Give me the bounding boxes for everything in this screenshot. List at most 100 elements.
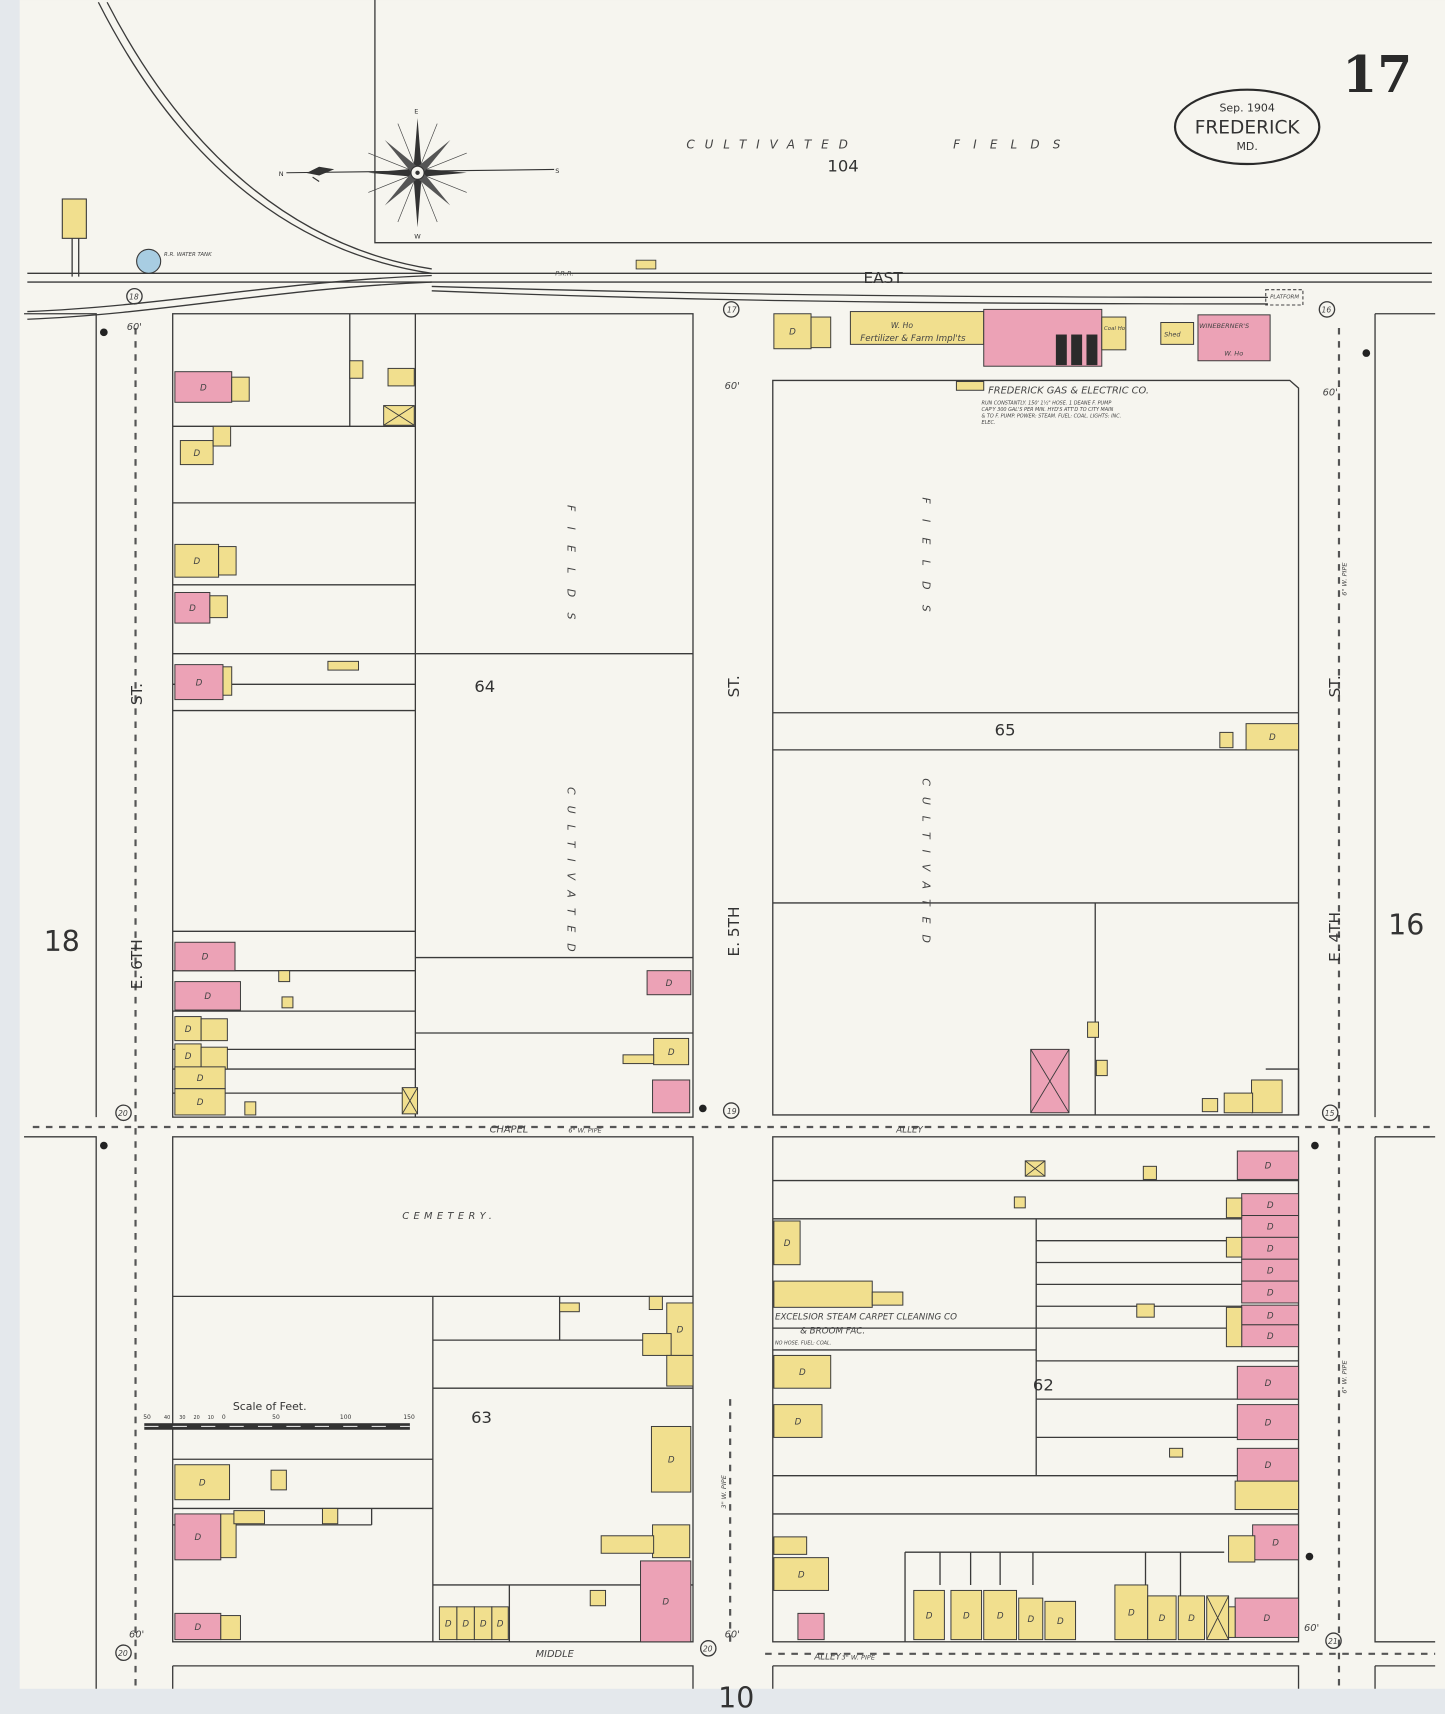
dwelling-label: D	[1267, 1245, 1274, 1255]
block-number-65: 65	[995, 721, 1016, 740]
building-frame	[244, 1101, 257, 1116]
wineberner-label: WINEBERNER'S	[1199, 322, 1249, 330]
scale-tick-label: 10	[208, 1415, 214, 1421]
dwelling-label: D	[1128, 1609, 1135, 1619]
building-frame	[387, 367, 415, 387]
width-label-3: 60'	[1323, 388, 1338, 399]
water-tank-label: R.R. WATER TANK	[164, 252, 212, 258]
block-104: CULTIVATED FIELDS 104	[374, 0, 1432, 244]
dwelling-label: D	[1267, 1311, 1274, 1321]
dwelling-label: D	[668, 1048, 675, 1058]
dwelling-label: D	[668, 1456, 675, 1466]
building-frame	[1201, 1098, 1219, 1113]
adjacent-sheet-south: 10	[718, 1681, 754, 1714]
building-brick	[646, 970, 692, 996]
dwelling-label: D	[195, 1623, 202, 1633]
cemetery-label: CEMETERY.	[402, 1211, 496, 1222]
building-brick	[174, 941, 236, 972]
scale-tick-label: 50	[272, 1414, 280, 1421]
building-frame	[1225, 1197, 1243, 1219]
building-frame	[653, 1037, 690, 1066]
pipe-label-4th: 6" W. PIPE	[1341, 562, 1349, 596]
building-frame	[1147, 1595, 1177, 1641]
building-frame	[1101, 316, 1127, 351]
street-alley-south: ALLEY	[813, 1652, 841, 1662]
building-frame	[491, 1606, 509, 1641]
building-frame	[200, 1046, 228, 1070]
dwelling-label: D	[662, 1598, 669, 1608]
building-frame	[849, 311, 985, 345]
fertilizer-label: Fertilizer & Farm Impl'ts	[860, 334, 966, 344]
street-e5th-st: ST.	[725, 675, 743, 697]
street-e4th-st: ST.	[1326, 675, 1344, 697]
block-64-outline	[172, 313, 694, 1118]
dwelling-label: D	[1265, 1379, 1272, 1389]
dwelling-label: D	[462, 1620, 469, 1630]
hydrant-19: 19	[727, 1107, 737, 1116]
compass-w: W	[414, 232, 421, 240]
hydrant-20a: 20	[118, 1109, 128, 1118]
hydrant-15: 15	[1325, 1109, 1335, 1118]
boiler-tank	[1055, 334, 1067, 366]
boiler-tank	[1086, 334, 1098, 366]
building-brick	[797, 1612, 825, 1641]
dwelling-label: D	[1188, 1614, 1195, 1624]
building-frame	[773, 1536, 808, 1555]
building-frame	[218, 546, 237, 576]
building-frame	[1136, 1303, 1155, 1318]
building-frame	[589, 1589, 607, 1607]
hydrant-markers: 18 17 16 20 19 15 20 20 21	[100, 287, 1371, 1662]
building-frame	[955, 381, 985, 391]
hydrant-21: 21	[1328, 1637, 1338, 1646]
dwelling-label: D	[1267, 1201, 1274, 1211]
building-brick	[174, 1513, 222, 1561]
building-frame	[1223, 1092, 1254, 1114]
building-frame	[773, 1404, 823, 1438]
dwelling-label: D	[185, 1025, 192, 1035]
building-frame	[1225, 1236, 1243, 1258]
building-frame	[1245, 723, 1300, 751]
width-label-4: 60'	[129, 1629, 144, 1640]
dwelling-label: D	[193, 449, 200, 459]
gas-company-note-2: CAP'Y 300 GAL'S PER MIN. HYD'S ATT'D TO …	[982, 407, 1114, 413]
dwelling-label: D	[1027, 1615, 1034, 1625]
dwelling-label: D	[926, 1611, 933, 1621]
adjacent-sheet-west: 18	[44, 925, 80, 958]
dwelling-label: D	[1267, 1266, 1274, 1276]
building-cross-mark	[401, 1087, 418, 1115]
dwelling-label: D	[204, 992, 211, 1002]
street-chapel: CHAPEL	[490, 1124, 529, 1135]
pipe-label-4th-south: 6" W. PIPE	[1341, 1359, 1349, 1393]
dwelling-label: D	[1269, 733, 1276, 743]
hydrant-20c: 20	[703, 1645, 713, 1654]
boiler-tank	[1071, 334, 1083, 366]
dwelling-label: D	[799, 1368, 806, 1378]
width-label-5: 60'	[725, 1629, 740, 1640]
building-frame	[983, 1589, 1018, 1641]
building-brick	[1236, 1447, 1300, 1482]
scale-title: Scale of Feet.	[233, 1400, 307, 1413]
building-cross-mark	[383, 405, 415, 426]
building-frame	[1018, 1597, 1044, 1641]
building-frame	[642, 1333, 672, 1356]
dwelling-label: D	[185, 1052, 192, 1062]
building-frame	[773, 313, 812, 350]
dwelling-label: D	[1265, 1162, 1272, 1172]
warehouse-label: W. Ho	[891, 321, 914, 330]
pipe-label-chapel: 6" W. PIPE	[568, 1126, 602, 1134]
excelsior-note: NO HOSE. FUEL: COAL.	[775, 1340, 831, 1346]
dwelling-label: D	[200, 383, 207, 393]
street-east: EAST	[864, 269, 904, 287]
sheet-city: FREDERICK	[1195, 117, 1301, 138]
dwelling-label: D	[480, 1620, 487, 1630]
building-brick	[983, 308, 1103, 367]
wineberner-whse-label: W. Ho	[1224, 349, 1243, 357]
street-grid	[24, 313, 1436, 1689]
dwelling-label: D	[963, 1611, 970, 1621]
building-frame	[648, 1295, 663, 1311]
building-brick	[1236, 1150, 1300, 1180]
dwelling-label: D	[197, 1098, 204, 1108]
scale-tick-label: 150	[403, 1414, 415, 1421]
building-frame	[281, 996, 294, 1009]
building-frame	[220, 1513, 237, 1559]
